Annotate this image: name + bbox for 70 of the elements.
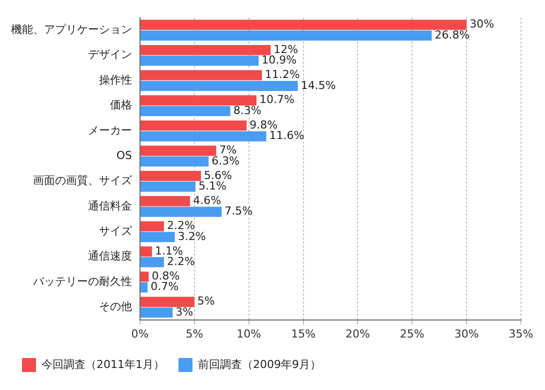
data-label: 3.2%	[178, 230, 206, 243]
data-label: 11.2%	[264, 68, 300, 82]
bar	[140, 80, 298, 91]
bar	[140, 146, 216, 156]
data-label: 1.1%	[154, 244, 183, 258]
x-tick-label: 5%	[186, 327, 204, 340]
data-label: 14.5%	[300, 78, 336, 92]
x-tick-label: 25%	[400, 327, 424, 340]
data-label: 3%	[176, 305, 194, 318]
x-tick-label: 10%	[236, 327, 262, 340]
bar	[140, 182, 196, 192]
data-label: 6.3%	[212, 154, 240, 168]
y-tick-label: デザイン	[88, 48, 132, 62]
bar	[140, 156, 209, 167]
data-label: 10.9%	[262, 54, 297, 67]
bar	[140, 282, 148, 292]
data-label: 11.6%	[269, 129, 304, 142]
y-tick-label: 画面の画質、サイズ	[33, 174, 133, 188]
bar	[140, 44, 271, 56]
x-tick-label: 20%	[345, 327, 370, 340]
data-label: 30%	[470, 18, 494, 31]
data-label: 0.7%	[150, 280, 179, 294]
data-label: 5.6%	[204, 168, 232, 182]
bar	[140, 232, 175, 242]
x-tick-label: 30%	[454, 327, 479, 340]
y-tick-label: OS	[116, 148, 132, 162]
data-label: 26.8%	[434, 28, 470, 42]
y-tick-label: 価格	[110, 98, 132, 112]
bar	[140, 307, 173, 318]
legend-label: 前回調査（2009年9月）	[198, 358, 321, 371]
data-label: 9.8%	[250, 118, 278, 132]
bar	[140, 120, 247, 131]
bar	[140, 95, 256, 106]
bar	[140, 131, 266, 142]
bar	[140, 106, 230, 116]
data-label: 2.2%	[166, 255, 195, 268]
y-tick-label: 通信料金	[88, 199, 132, 212]
bar	[140, 170, 201, 182]
legend-label: 今回調査（2011年1月）	[42, 358, 164, 371]
y-tick-label: メーカー	[88, 124, 132, 137]
data-label: 0.8%	[152, 270, 180, 283]
bar	[140, 246, 152, 257]
bar	[140, 70, 262, 80]
bar	[140, 56, 259, 66]
data-label: 12%	[274, 42, 298, 56]
data-label: 4.6%	[193, 194, 222, 207]
bar	[140, 272, 149, 282]
y-tick-label: 操作性	[99, 73, 132, 86]
x-tick-label: 15%	[291, 327, 316, 340]
data-label: 10.7%	[259, 93, 294, 106]
data-label: 5%	[197, 294, 215, 308]
data-label: 2.2%	[166, 219, 195, 232]
bar	[140, 257, 164, 268]
y-tick-label: 機能、アプリケーション	[11, 23, 132, 36]
y-tick-label: バッテリーの耐久性	[32, 274, 132, 288]
bar	[140, 196, 190, 206]
x-tick-label: 35%	[508, 327, 534, 340]
data-label: 7.5%	[224, 204, 253, 218]
data-label: 5.1%	[198, 180, 226, 193]
bar	[140, 30, 432, 41]
bar	[140, 206, 222, 217]
x-tick-label: 0%	[131, 327, 149, 340]
y-tick-label: 通信速度	[88, 250, 132, 263]
data-label: 8.3%	[233, 104, 262, 117]
bar	[140, 20, 467, 30]
bar	[140, 221, 164, 232]
bar	[140, 296, 194, 307]
y-tick-label: サイズ	[99, 224, 133, 238]
y-tick-label: その他	[99, 300, 132, 314]
data-label: 7%	[219, 144, 237, 157]
